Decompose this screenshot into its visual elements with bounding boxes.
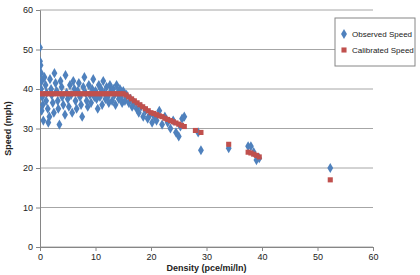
y-tick-label: 60 xyxy=(23,5,33,15)
x-tick-label: 20 xyxy=(146,252,156,262)
point xyxy=(41,72,47,82)
grid xyxy=(40,10,373,247)
point xyxy=(60,100,66,110)
series xyxy=(40,91,333,182)
x-tick-label: 30 xyxy=(202,252,212,262)
point xyxy=(256,153,262,163)
y-axis-title: Speed (mph) xyxy=(3,101,13,156)
point xyxy=(55,104,61,114)
point xyxy=(78,100,84,110)
x-axis-line xyxy=(41,248,374,252)
x-tick-mark xyxy=(318,247,319,251)
x-tick: 20 xyxy=(146,247,156,262)
x-tick-mark xyxy=(373,247,374,251)
point xyxy=(193,128,198,133)
x-tick-label: 50 xyxy=(313,252,323,262)
x-tick-mark xyxy=(96,247,97,251)
legend-label: Calibrated Speed xyxy=(352,46,414,55)
point xyxy=(56,119,62,129)
series xyxy=(40,42,333,173)
grid-line xyxy=(40,207,373,208)
legend-symbol xyxy=(341,29,347,39)
point xyxy=(327,163,333,173)
y-tick: 30 xyxy=(23,124,40,134)
point xyxy=(40,116,46,126)
y-tick-mark xyxy=(36,50,40,51)
point xyxy=(198,145,204,155)
y-tick-label: 0 xyxy=(28,242,33,252)
y-tick-mark xyxy=(36,208,40,209)
point xyxy=(63,70,69,80)
point xyxy=(70,76,76,86)
x-tick-mark xyxy=(262,247,263,251)
plot-area xyxy=(40,42,333,182)
chart: 0 10 20 30 40 50 60 0 10 20 30 40 50 60 Density (pce/m… xyxy=(0,0,420,275)
y-tick: 40 xyxy=(23,84,40,94)
point xyxy=(50,98,56,108)
y-tick-label: 10 xyxy=(23,203,33,213)
point xyxy=(79,112,85,122)
point xyxy=(257,154,262,159)
grid-line xyxy=(40,10,373,11)
y-tick: 50 xyxy=(23,45,40,55)
x-tick: 40 xyxy=(257,247,267,262)
point xyxy=(51,68,57,78)
y-tick-mark xyxy=(36,168,40,169)
point xyxy=(40,42,43,52)
x-axis: 0 10 20 30 40 50 60 xyxy=(38,247,379,262)
point xyxy=(47,74,53,84)
legend-symbol xyxy=(341,47,346,52)
y-tick-label: 30 xyxy=(23,124,33,134)
x-tick: 10 xyxy=(91,247,101,262)
point xyxy=(182,124,187,129)
y-tick: 0 xyxy=(28,242,40,252)
y-tick-label: 50 xyxy=(23,45,33,55)
x-tick-mark xyxy=(207,247,208,251)
x-tick: 30 xyxy=(202,247,212,262)
legend-label: Observed Speed xyxy=(352,30,412,39)
point xyxy=(181,112,187,122)
x-tick-label: 60 xyxy=(368,252,378,262)
point xyxy=(226,142,231,147)
point xyxy=(90,74,96,84)
y-tick-label: 20 xyxy=(23,163,33,173)
point xyxy=(328,177,333,182)
point xyxy=(62,110,68,120)
y-tick-mark xyxy=(36,247,40,248)
point xyxy=(176,131,182,141)
y-tick: 20 xyxy=(23,163,40,173)
y-axis: 0 10 20 30 40 50 60 xyxy=(23,5,41,252)
point xyxy=(159,119,165,129)
x-tick: 50 xyxy=(313,247,323,262)
x-tick-label: 40 xyxy=(257,252,267,262)
y-tick: 10 xyxy=(23,203,40,213)
point xyxy=(167,123,173,133)
x-tick-label: 0 xyxy=(38,252,43,262)
y-tick-mark xyxy=(36,10,40,11)
grid-line xyxy=(40,128,373,129)
point xyxy=(40,106,45,116)
legend-box xyxy=(335,18,415,66)
x-axis-title: Density (pce/mi/ln) xyxy=(166,263,246,273)
y-tick-mark xyxy=(36,129,40,130)
x-tick: 0 xyxy=(38,247,43,262)
y-tick-mark xyxy=(36,89,40,90)
y-axis-line xyxy=(36,11,41,248)
grid-line xyxy=(40,49,373,50)
x-tick-label: 10 xyxy=(91,252,101,262)
point xyxy=(53,78,59,88)
point xyxy=(81,72,87,82)
point xyxy=(43,80,49,90)
legend: Observed Speed Calibrated Speed xyxy=(335,18,415,66)
x-tick: 60 xyxy=(368,247,378,262)
grid-line xyxy=(40,168,373,169)
x-tick-mark xyxy=(151,247,152,251)
point xyxy=(198,130,203,135)
point xyxy=(40,60,43,70)
point xyxy=(59,82,65,92)
y-tick: 60 xyxy=(23,5,40,15)
y-tick-label: 40 xyxy=(23,84,33,94)
